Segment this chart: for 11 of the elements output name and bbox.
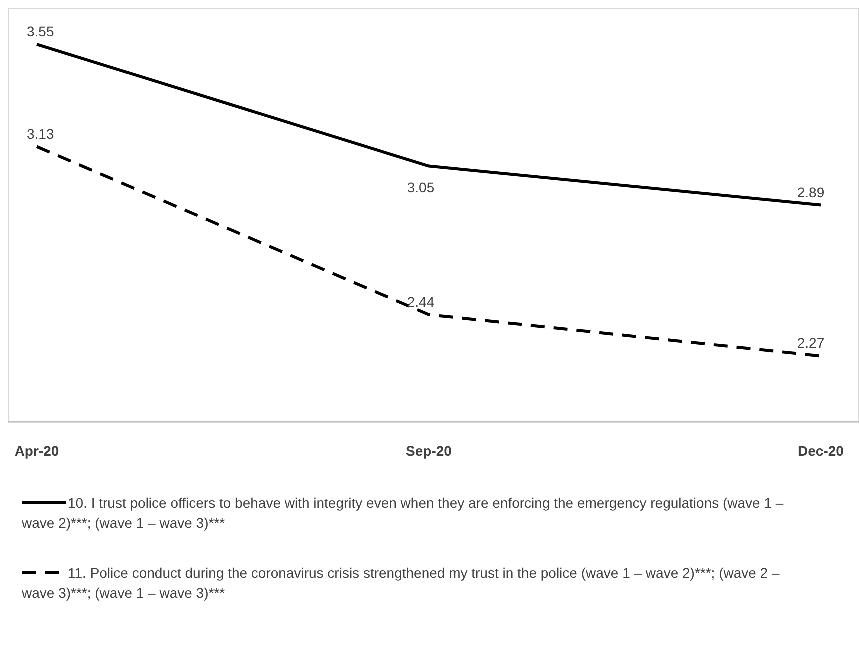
data-label: 2.44	[407, 294, 435, 310]
data-label: 2.27	[797, 335, 825, 352]
data-label: 3.55	[27, 24, 54, 40]
data-label: 3.05	[407, 179, 435, 196]
data-label: 2.89	[797, 184, 825, 200]
x-tick-label: Apr-20	[14, 443, 60, 459]
x-tick-label: Dec-20	[798, 443, 844, 459]
x-tick-label: Sep-20	[406, 443, 452, 459]
data-label: 3.13	[27, 126, 54, 142]
text: 11. Police conduct during the coronavirus crisis strengthened my trust in the police (wave 1 – wave 2)***; (wave 2 – wave 3)***; (wave 1 – wave 3)***	[22, 565, 780, 601]
legend-label: 10. I trust police officers to behave with integrity even when they are enforcing the emergency regulations (wave 1 – wave 2)***; (wave 1 – wave 3)***	[21, 495, 784, 531]
